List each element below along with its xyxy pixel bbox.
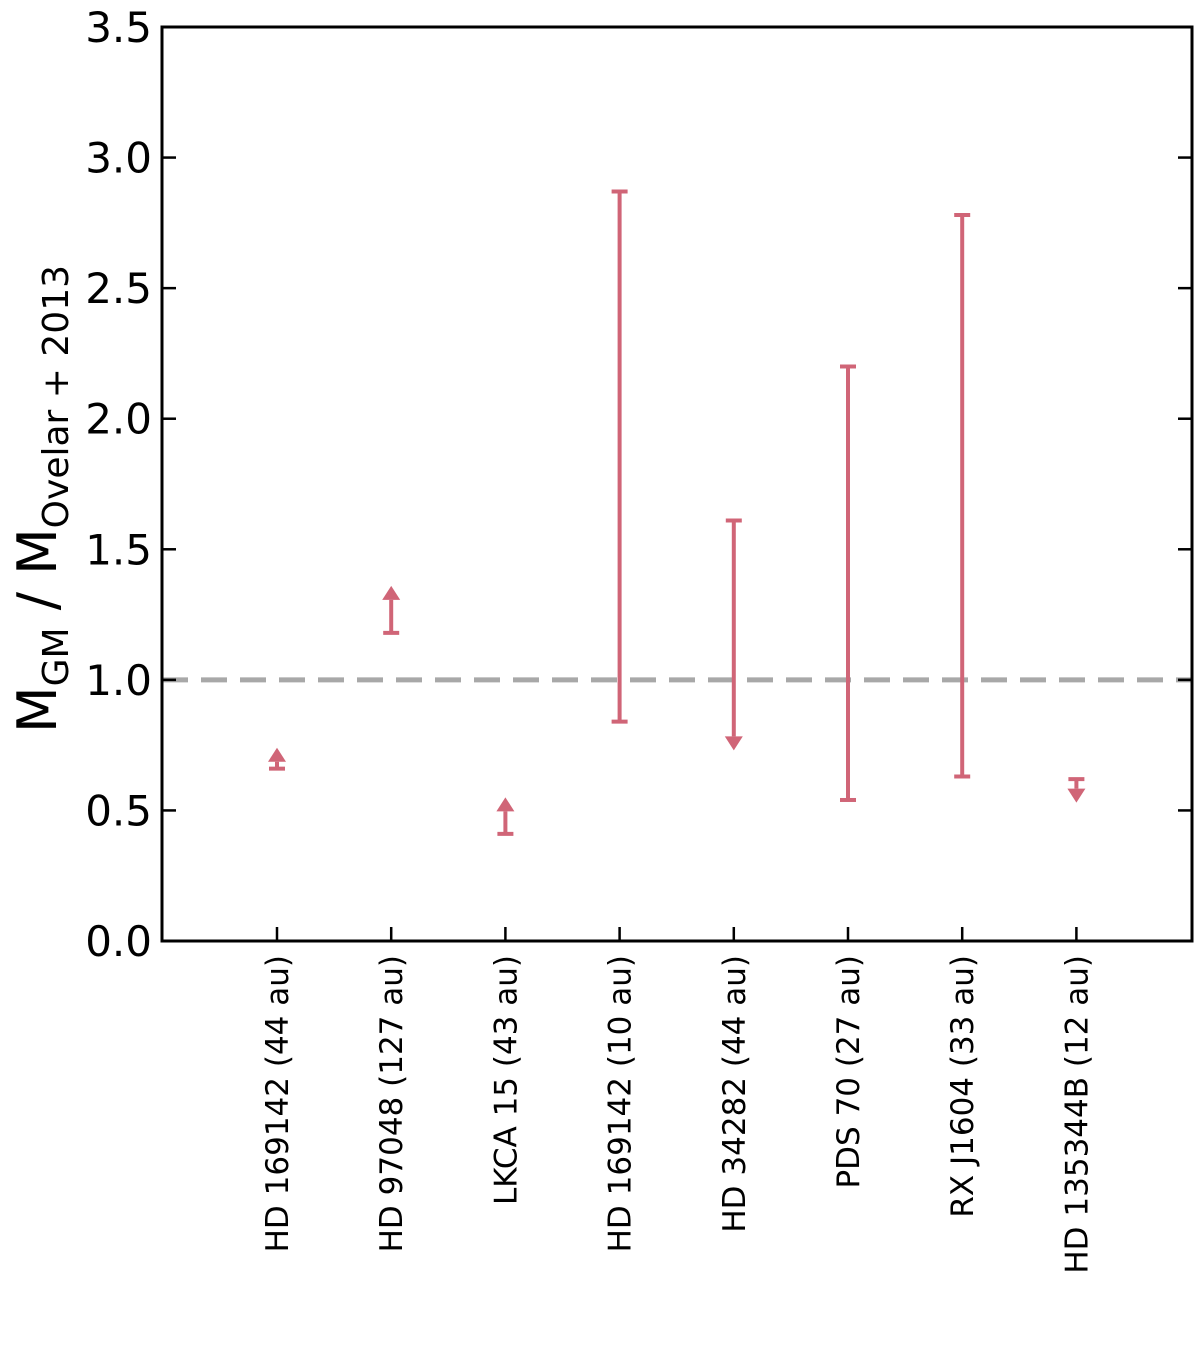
- data-layer: [268, 189, 1086, 836]
- data-point-3: [496, 797, 515, 836]
- arrow-down: [724, 736, 743, 751]
- y-tick-label: 3.0: [85, 134, 152, 183]
- plot-frame: [160, 25, 1194, 943]
- y-axis-label-denom-sub: Ovelar + 2013: [36, 265, 77, 528]
- x-tick-label: HD 169142 (44 au): [260, 955, 296, 1252]
- y-tick-label: 3.5: [85, 3, 152, 52]
- y-axis-label: MGM / MOvelar + 2013: [6, 265, 77, 733]
- data-point-4: [611, 189, 628, 724]
- y-axis-label-main-sub: GM: [36, 627, 77, 686]
- data-point-7: [954, 213, 971, 779]
- y-tick-label: 0.0: [85, 917, 152, 966]
- arrow-up: [382, 585, 401, 600]
- y-axis-label-main: M: [6, 686, 69, 733]
- y-tick-label: 1.0: [85, 656, 152, 705]
- x-tick-label: LKCA 15 (43 au): [488, 955, 524, 1205]
- arrow-up: [496, 797, 515, 812]
- arrow-down: [1067, 788, 1086, 803]
- y-tick-label: 1.5: [85, 525, 152, 574]
- x-tick-label: HD 135344B (12 au): [1059, 955, 1095, 1274]
- data-point-1: [268, 747, 286, 771]
- y-axis-label-denom: M: [6, 528, 69, 575]
- data-point-2: [382, 585, 401, 635]
- y-axis: 0.0 0.5 1.0 1.5 2.0 2.5 3.0 3.5: [85, 3, 1192, 966]
- x-tick-label: HD 97048 (127 au): [374, 955, 410, 1252]
- x-tick-label: RX J1604 (33 au): [945, 955, 981, 1218]
- arrow-up: [268, 747, 286, 762]
- data-point-6: [840, 364, 856, 802]
- x-tick-label: HD 169142 (10 au): [603, 955, 639, 1252]
- y-tick-label: 2.0: [85, 395, 152, 444]
- data-point-5: [724, 518, 743, 751]
- x-axis: HD 169142 (44 au) HD 97048 (127 au) LKCA 1…: [260, 927, 1095, 1274]
- y-axis-label-separator: /: [6, 575, 69, 628]
- x-tick-label: HD 34282 (44 au): [717, 955, 753, 1233]
- y-tick-label: 2.5: [85, 264, 152, 313]
- data-point-8: [1067, 777, 1086, 803]
- y-tick-label: 0.5: [85, 786, 152, 835]
- x-tick-label: PDS 70 (27 au): [831, 955, 867, 1189]
